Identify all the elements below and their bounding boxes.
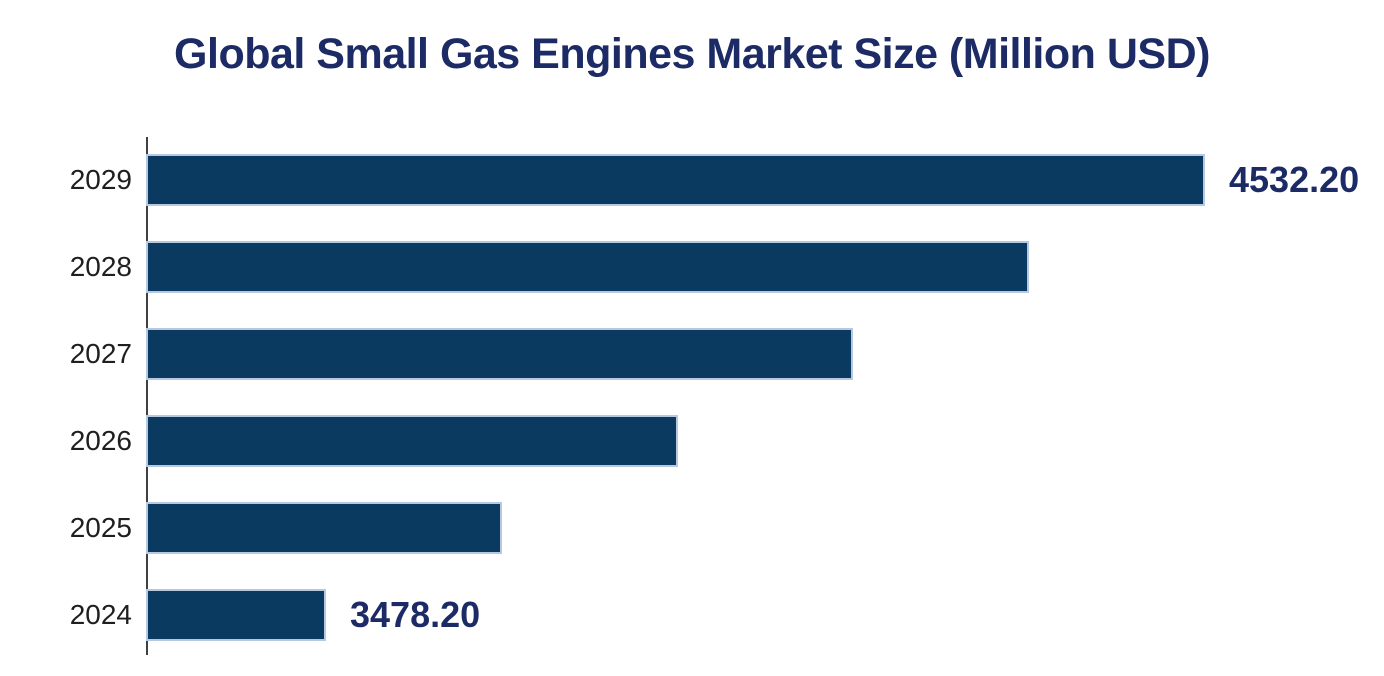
- category-label-2028: 2028: [69, 251, 132, 282]
- bar-row-2024: 2024 3478.20: [70, 591, 1384, 639]
- value-label-2024: 3478.20: [350, 594, 481, 635]
- bar-row-2027: 2027: [70, 330, 1384, 378]
- category-label-2025: 2025: [69, 512, 132, 543]
- category-label-2024: 2024: [69, 599, 132, 630]
- category-label-2029: 2029: [69, 164, 132, 195]
- bar-row-2026: 2026: [70, 417, 1384, 465]
- bar-2029: [148, 156, 1203, 204]
- bar-2026: [148, 417, 676, 465]
- bar-row-2028: 2028: [70, 243, 1384, 291]
- chart-title: Global Small Gas Engines Market Size (Mi…: [174, 30, 1210, 78]
- y-axis-line: [146, 137, 148, 655]
- bar-row-2025: 2025: [70, 504, 1384, 552]
- bar-2028: [148, 243, 1027, 291]
- category-label-2027: 2027: [69, 338, 132, 369]
- value-label-2029: 4532.20: [1229, 159, 1360, 200]
- bar-row-2029: 2029 4532.20: [70, 156, 1384, 204]
- category-label-2026: 2026: [69, 425, 132, 456]
- bar-2024: [148, 591, 324, 639]
- bar-2025: [148, 504, 500, 552]
- bar-2027: [148, 330, 851, 378]
- plot-area: 2029 4532.20 2028 2027 2026 2025 2024 3478.20: [70, 156, 1384, 676]
